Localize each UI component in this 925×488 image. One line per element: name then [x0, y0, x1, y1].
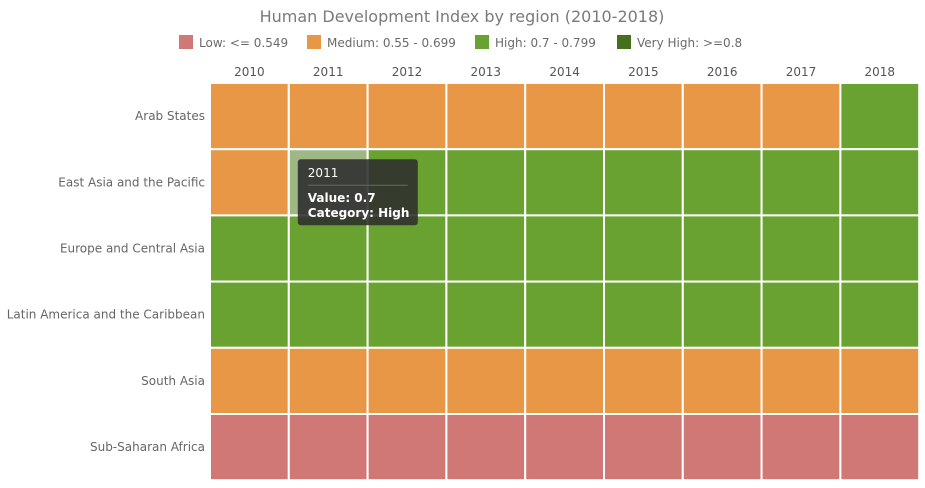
legend-swatch-low — [179, 35, 193, 49]
legend-label-high: High: 0.7 - 0.799 — [495, 36, 596, 50]
heatmap-cell[interactable] — [287, 214, 369, 283]
heatmap-cell[interactable] — [603, 346, 684, 415]
heatmap-cell[interactable] — [366, 346, 448, 415]
legend-label-very_high: Very High: >=0.8 — [637, 36, 742, 50]
heatmap-cell[interactable] — [445, 214, 527, 283]
x-tick-label: 2012 — [392, 65, 423, 79]
heatmap-cell[interactable] — [445, 413, 527, 482]
heatmap-cell[interactable] — [681, 413, 763, 482]
x-tick-label: 2010 — [234, 65, 265, 79]
heatmap-cell[interactable] — [445, 148, 527, 217]
tooltip-category: Category: High — [308, 206, 410, 220]
heatmap-cell[interactable] — [287, 413, 369, 482]
heatmap-cell[interactable] — [760, 346, 842, 415]
heatmap-cell[interactable] — [209, 82, 290, 151]
heatmap-cell[interactable] — [287, 280, 369, 349]
heatmap-cell[interactable] — [839, 413, 921, 482]
heatmap-cell[interactable] — [209, 280, 290, 349]
heatmap-cell[interactable] — [445, 82, 527, 151]
heatmap-cell[interactable] — [839, 214, 921, 283]
heatmap-cell[interactable] — [524, 413, 606, 482]
heatmap-cell[interactable] — [366, 413, 448, 482]
heatmap-cell[interactable] — [839, 280, 921, 349]
legend-swatch-very_high — [617, 35, 631, 49]
x-tick-label: 2018 — [865, 65, 896, 79]
heatmap-cell[interactable] — [839, 346, 921, 415]
x-axis-labels: 2010 2011 2012 2013 2014 2015 2016 2017 2018 — [234, 65, 895, 79]
heatmap-cell[interactable] — [681, 82, 763, 151]
heatmap-cell[interactable] — [681, 346, 763, 415]
y-tick-label: Latin America and the Caribbean — [7, 308, 205, 322]
heatmap-cell[interactable] — [445, 280, 527, 349]
y-tick-label: East Asia and the Pacific — [58, 175, 205, 189]
heatmap-cell[interactable] — [524, 82, 606, 151]
x-tick-label: 2015 — [628, 65, 659, 79]
x-tick-label: 2011 — [313, 65, 344, 79]
heatmap-cell[interactable] — [603, 413, 684, 482]
heatmap-cells — [209, 82, 921, 482]
legend: Low: <= 0.549 Medium: 0.55 - 0.699 High: 0… — [179, 35, 742, 50]
y-tick-label: Europe and Central Asia — [60, 242, 205, 256]
legend-label-medium: Medium: 0.55 - 0.699 — [327, 36, 456, 50]
heatmap-cell[interactable] — [524, 346, 606, 415]
tooltip-box — [297, 159, 418, 226]
heatmap-cell[interactable] — [287, 82, 369, 151]
heatmap-cell[interactable] — [603, 82, 684, 151]
heatmap-cell[interactable] — [681, 280, 763, 349]
chart-title: Human Development Index by region (2010-… — [260, 7, 665, 26]
heatmap-cell[interactable] — [287, 346, 369, 415]
legend-label-low: Low: <= 0.549 — [199, 36, 288, 50]
legend-swatch-high — [475, 35, 489, 49]
y-tick-label: Arab States — [135, 109, 205, 123]
heatmap-cell[interactable] — [839, 148, 921, 217]
x-tick-label: 2014 — [549, 65, 580, 79]
heatmap-cell[interactable] — [603, 280, 684, 349]
x-tick-label: 2017 — [786, 65, 817, 79]
heatmap-cell[interactable] — [209, 413, 290, 482]
heatmap-cell[interactable] — [524, 280, 606, 349]
heatmap-cell[interactable] — [524, 148, 606, 217]
heatmap-cell[interactable] — [760, 148, 842, 217]
heatmap-cell[interactable] — [760, 280, 842, 349]
tooltip-title: 2011 — [308, 166, 339, 180]
heatmap-cell[interactable] — [209, 148, 290, 217]
x-tick-label: 2013 — [471, 65, 502, 79]
heatmap-cell[interactable] — [760, 413, 842, 482]
y-axis-labels: Arab States East Asia and the Pacific Euro… — [7, 109, 205, 454]
heatmap-cell[interactable] — [603, 214, 684, 283]
heatmap-cell[interactable] — [209, 214, 290, 283]
heatmap-cell[interactable] — [366, 82, 448, 151]
heatmap-cell[interactable] — [445, 346, 527, 415]
heatmap-cell[interactable] — [681, 148, 763, 217]
heatmap-cell[interactable] — [209, 346, 290, 415]
x-tick-label: 2016 — [707, 65, 738, 79]
heatmap-cell[interactable] — [760, 82, 842, 151]
heatmap-cell[interactable] — [524, 214, 606, 283]
heatmap-cell[interactable] — [760, 214, 842, 283]
heatmap-cell[interactable] — [366, 214, 448, 283]
y-tick-label: Sub-Saharan Africa — [90, 440, 205, 454]
y-tick-label: South Asia — [141, 374, 205, 388]
heatmap-cell[interactable] — [603, 148, 684, 217]
heatmap-cell[interactable] — [681, 214, 763, 283]
heatmap-cell[interactable] — [839, 82, 921, 151]
tooltip-value: Value: 0.7 — [308, 191, 376, 205]
heatmap-cell[interactable] — [366, 280, 448, 349]
legend-swatch-medium — [307, 35, 321, 49]
